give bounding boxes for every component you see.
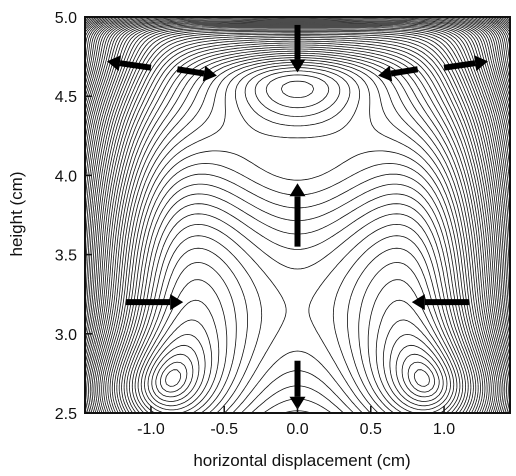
arrow-shaft <box>119 60 152 71</box>
contour-line <box>144 319 451 411</box>
arrow-shaft <box>176 66 205 77</box>
contour-line <box>107 61 488 414</box>
flow-arrow-right <box>126 294 184 311</box>
x-tick-label: 0.5 <box>360 421 382 438</box>
y-tick-label: 3.0 <box>55 327 77 344</box>
contour-line <box>131 247 464 414</box>
contour-line <box>84 27 511 328</box>
contour-line <box>86 38 509 414</box>
flow-arrow-down <box>289 360 306 410</box>
contour-line <box>84 37 511 414</box>
x-axis-label: horizontal displacement (cm) <box>193 451 410 470</box>
flow-arrow-left <box>107 55 152 72</box>
x-axis-ticks: -1.0 -0.5 0.0 0.5 1.0 <box>137 406 455 438</box>
arrow-head <box>170 294 184 311</box>
contour-line <box>134 262 461 414</box>
flow-arrow-left <box>411 294 469 311</box>
contour-line <box>101 55 494 414</box>
contour-line <box>126 224 469 414</box>
arrow-head <box>289 396 306 410</box>
contour-line <box>105 59 490 414</box>
flow-arrow-left <box>378 65 419 82</box>
contour-line <box>103 57 492 414</box>
contour-line <box>109 64 486 414</box>
x-tick-label: 0.0 <box>286 421 308 438</box>
x-tick-label: -1.0 <box>137 421 165 438</box>
arrow-shaft <box>443 60 476 71</box>
arrow-head <box>411 294 425 311</box>
contour-line <box>160 361 435 393</box>
contour-line <box>151 344 444 402</box>
contour-line <box>95 48 500 414</box>
y-axis-ticks: 2.5 3.0 3.5 4.0 4.5 5.0 <box>55 10 92 423</box>
arrow-head <box>107 55 121 72</box>
arrow-head <box>378 65 393 82</box>
contour-line <box>165 369 430 387</box>
contour-line <box>129 235 466 414</box>
contour-line <box>93 46 502 414</box>
contour-line <box>89 42 506 414</box>
arrow-shaft <box>390 66 419 77</box>
contour-line <box>118 80 477 414</box>
flow-arrow-right <box>443 55 488 72</box>
arrow-head <box>202 65 217 82</box>
flow-arrow-up <box>289 183 306 247</box>
flow-arrows <box>107 24 488 410</box>
arrow-head <box>474 55 488 72</box>
contour-line <box>99 52 496 414</box>
flow-arrow-down <box>289 24 306 73</box>
flow-arrow-right <box>176 65 217 82</box>
contour-line <box>155 353 440 398</box>
y-tick-label: 3.5 <box>55 248 77 265</box>
arrow-head <box>289 59 306 73</box>
x-tick-label: 1.0 <box>433 421 455 438</box>
y-tick-label: 5.0 <box>55 10 77 27</box>
y-axis-label: height (cm) <box>7 171 26 256</box>
contour-line <box>116 74 479 414</box>
y-tick-label: 4.0 <box>55 168 77 185</box>
y-tick-label: 2.5 <box>55 406 77 423</box>
contour-line <box>91 44 504 414</box>
contour-line <box>140 299 455 414</box>
arrow-head <box>289 183 306 197</box>
contour-line <box>88 40 507 414</box>
x-tick-label: -0.5 <box>210 421 238 438</box>
contour-line <box>147 334 448 407</box>
contour-line <box>123 213 472 414</box>
y-tick-label: 4.5 <box>55 89 77 106</box>
